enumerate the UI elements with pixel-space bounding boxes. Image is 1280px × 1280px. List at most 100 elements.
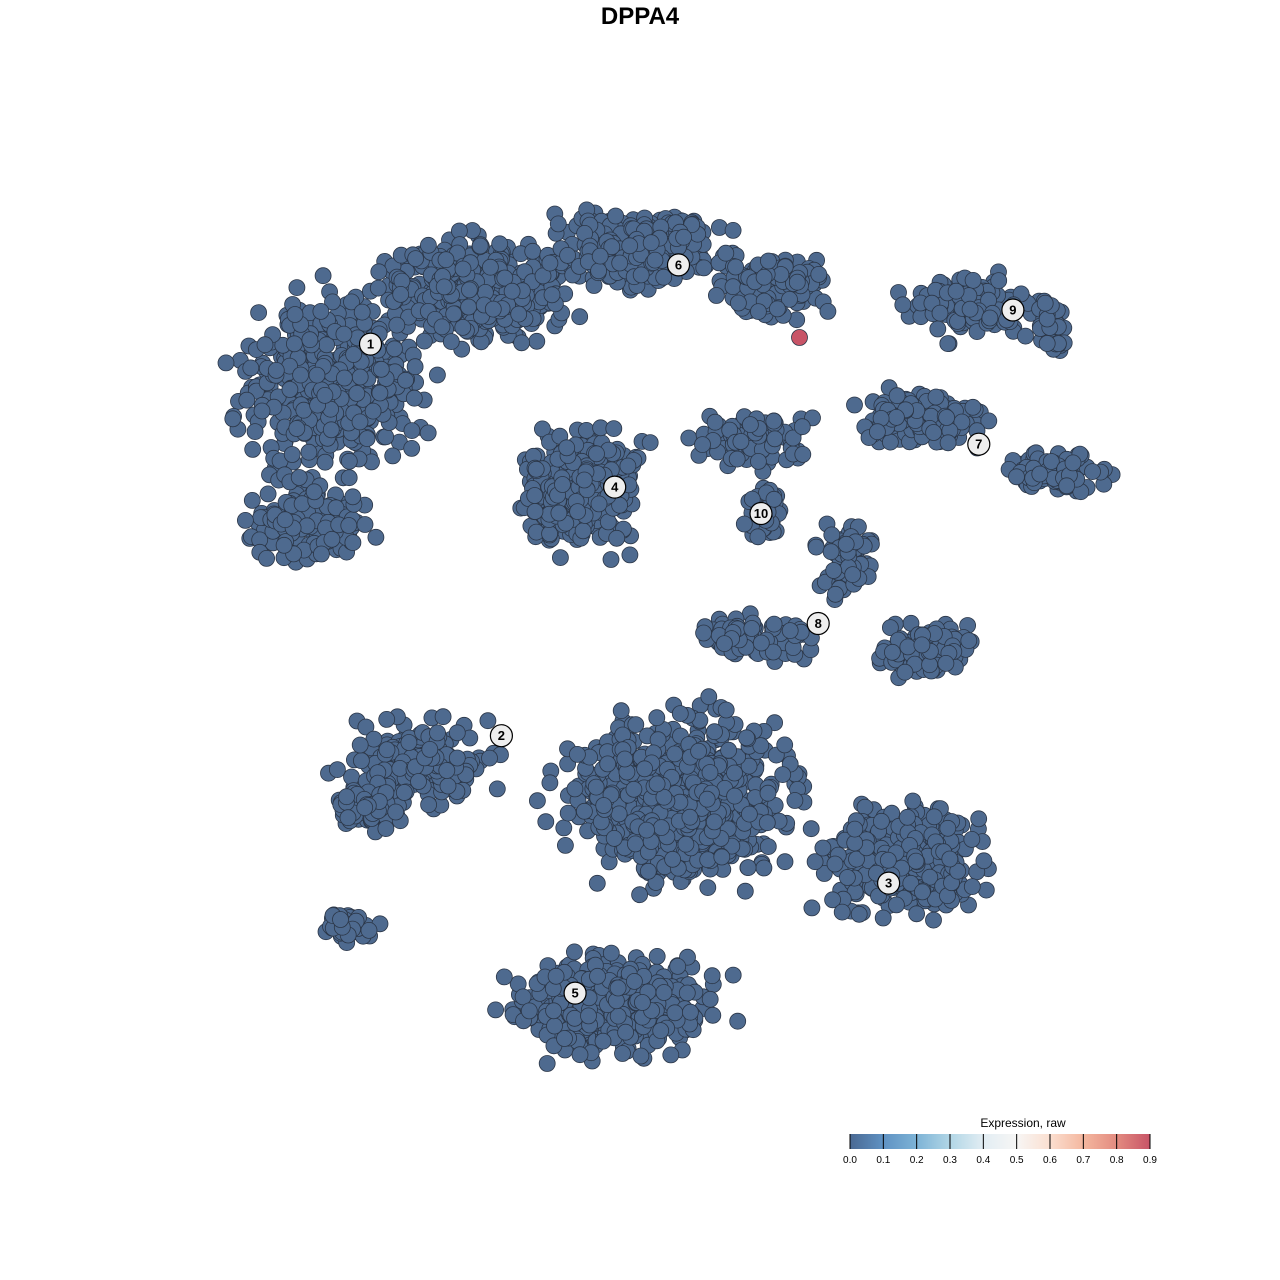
cell-point [420,796,438,814]
cell-point [941,850,959,868]
cell-point [479,712,497,730]
cell-point [428,366,446,384]
cell-point [574,522,592,540]
cell-point [571,1046,589,1064]
cell-point [391,760,409,777]
legend-tick-label: 0.8 [1110,1155,1124,1166]
cell-point [1038,335,1056,352]
cell-point [632,1047,650,1065]
cell-point [724,278,742,296]
cell-point [569,746,586,763]
cell-point [589,967,606,985]
cell-point [726,787,743,805]
cell-point [397,371,415,389]
cell-point [609,979,627,997]
cell-point [256,336,274,354]
cell-point [701,990,719,1008]
cell-point [904,792,922,810]
cell-point [914,883,931,901]
cell-point [827,585,844,603]
cell-point [819,302,837,320]
cell-point [344,534,362,551]
cell-point [833,903,851,921]
cell-point [750,303,767,321]
expressing-points-layer [791,329,808,346]
legend-tick-label: 0.5 [1010,1155,1024,1166]
cell-point [364,402,382,420]
cell-point [351,736,369,754]
cell-point [407,250,425,268]
cell-point [510,305,528,323]
cell-point [367,528,385,546]
cell-point [822,543,840,561]
cell-point [907,852,925,870]
cell-point [471,237,489,255]
cell-point [217,354,235,372]
cell-point [323,530,341,548]
cell-point [741,805,758,823]
cell-point [774,766,792,783]
cell-point [555,819,573,837]
cell-point [253,402,271,420]
cell-point [846,820,864,838]
cell-point [882,433,899,451]
cell-point [605,420,623,438]
cell-point [438,762,456,779]
legend-tick-label: 0.1 [876,1155,890,1166]
legend-title: Expression, raw [980,1116,1066,1130]
cell-point [699,851,717,869]
cell-point [314,267,332,285]
cluster-label-text: 2 [498,728,505,743]
cell-point [611,254,629,272]
cell-point [316,386,334,404]
cell-point [960,632,978,649]
cell-point [652,1022,670,1039]
cell-point [947,282,965,300]
cell-point [899,808,916,826]
cell-point [711,219,728,236]
cell-point [729,1012,747,1030]
cell-point [484,300,502,318]
cell-point [742,416,759,434]
cell-point [850,905,868,923]
cell-point [386,340,403,358]
cell-point [766,430,784,448]
cell-point [964,271,982,289]
cell-point [356,516,374,533]
cell-point [594,1032,612,1050]
cell-point [429,724,446,742]
cell-point [344,488,362,506]
cell-point [537,813,555,831]
cell-point [755,268,773,286]
cell-point [781,622,799,639]
cell-point [939,335,957,353]
cell-point [786,792,804,809]
cell-point [308,366,326,384]
cell-point [939,819,957,837]
cell-point [406,358,424,376]
legend-colorbar [850,1134,1150,1149]
cell-point [545,1002,562,1020]
cell-point [340,452,358,470]
cell-point [607,207,624,225]
cell-point [717,701,735,719]
cell-point [879,851,897,869]
cell-point [345,346,363,363]
cell-point [701,764,719,781]
cell-point [964,398,982,416]
cell-point [421,741,439,758]
cluster-label: 9 [1001,298,1025,322]
cell-point [543,286,561,304]
cluster-label-text: 5 [571,986,578,1001]
cell-point [894,296,912,314]
cell-point [975,852,993,870]
cell-point [322,421,340,439]
cell-point [571,308,589,326]
cell-point [403,422,421,440]
cell-point [526,487,544,504]
cell-point [580,1007,597,1025]
cell-point [387,803,405,821]
cell-point [929,320,947,338]
cluster-label-text: 8 [815,616,822,631]
cell-point [655,984,673,1001]
